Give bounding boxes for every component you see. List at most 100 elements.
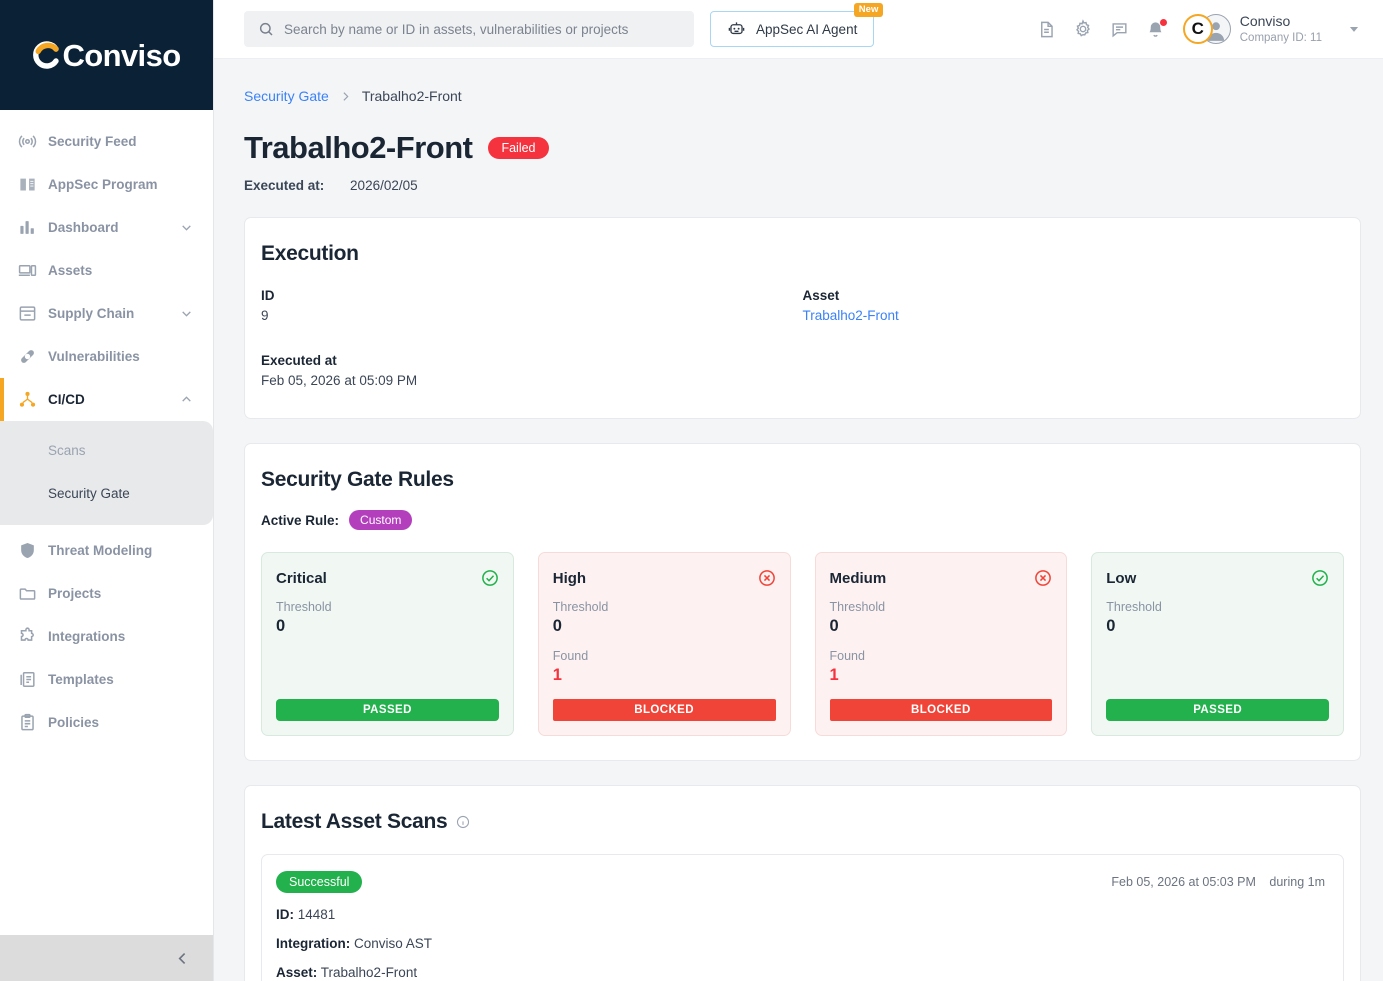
scan-integration-row: Integration: Conviso AST [276,936,1111,951]
page-executed-at: Executed at: 2026/02/05 [244,178,1361,193]
bell-icon[interactable] [1146,18,1167,39]
severity-status-button[interactable]: PASSED [276,699,499,721]
sidebar-item-projects[interactable]: Projects [0,572,213,615]
account-name: Conviso [1239,13,1291,30]
chevron-right-icon [339,90,352,103]
breadcrumb: Security Gate Trabalho2-Front [244,59,1361,104]
security-gate-rules-card: Security Gate Rules Active Rule: Custom … [244,443,1361,761]
severity-status-button[interactable]: BLOCKED [552,699,776,721]
main-area: AppSec AI Agent New [214,0,1383,981]
pipeline-icon [18,390,48,409]
sidebar-item-scans[interactable]: Scans [0,429,213,472]
threshold-value: 0 [829,617,839,635]
severity-status-button[interactable]: PASSED [1106,699,1329,721]
scan-asset-row: Asset: Trabalho2-Front [276,965,1111,980]
threshold-value: 0 [1106,617,1116,635]
severity-cards: Critical Threshold 0 PASSED [261,552,1344,760]
book-icon [18,175,48,194]
sidebar-item-threat-modeling[interactable]: Threat Modeling [0,529,213,572]
folder-icon [18,584,48,603]
severity-name: Medium [829,569,887,587]
sidebar-item-label: AppSec Program [48,177,158,192]
sidebar-item-policies[interactable]: Policies [0,701,213,744]
breadcrumb-current: Trabalho2-Front [361,88,462,104]
rules-section-title: Security Gate Rules [261,468,454,491]
scan-status-badge: Successful [276,871,363,893]
chevron-down-icon[interactable] [180,307,193,320]
found-label: Found [829,649,865,663]
account-menu[interactable]: C Conviso Company ID: 11 [1182,13,1322,45]
execution-asset-link[interactable]: Trabalho2-Front [802,308,899,323]
threshold-value: 0 [552,617,562,635]
search-input[interactable] [284,21,680,37]
gear-icon[interactable] [1073,19,1093,39]
sidebar-item-cicd[interactable]: CI/CD [0,378,213,421]
document-icon[interactable] [1037,20,1056,39]
sidebar-item-templates[interactable]: Templates [0,658,213,701]
clipboard-icon [18,713,48,732]
robot-icon [727,20,746,39]
notification-dot [1159,18,1167,26]
found-value: 1 [829,666,839,684]
scan-id-row: ID: 14481 [276,907,1111,922]
threshold-label: Threshold [552,600,609,614]
sidebar: Conviso Security Feed AppSec Program [0,0,214,981]
scan-asset-label: Asset: [276,965,318,980]
appsec-ai-agent-button[interactable]: AppSec AI Agent New [710,3,884,47]
scan-duration: during 1m [1269,875,1325,889]
scan-id-value: 14481 [297,907,336,922]
page-title: Trabalho2-Front [244,130,473,165]
severity-status-button[interactable]: BLOCKED [829,699,1053,721]
scan-asset-value: Trabalho2-Front [320,965,418,980]
info-icon[interactable] [456,815,470,829]
breadcrumb-parent-link[interactable]: Security Gate [244,88,329,104]
sidebar-item-integrations[interactable]: Integrations [0,615,213,658]
scan-timestamp: Feb 05, 2026 at 05:03 PM during 1m [1111,871,1325,981]
execution-executed-at-value: Feb 05, 2026 at 05:09 PM [261,373,418,388]
sidebar-item-vulnerabilities[interactable]: Vulnerabilities [0,335,213,378]
active-rule-label: Active Rule: [261,512,340,528]
avatar: C [1182,14,1231,44]
execution-id-field: ID 9 [261,288,803,323]
search-box[interactable] [244,11,694,47]
execution-section-title: Execution [261,242,359,265]
sidebar-item-supply-chain[interactable]: Supply Chain [0,292,213,335]
sidebar-item-dashboard[interactable]: Dashboard [0,206,213,249]
appsec-ai-agent-label: AppSec AI Agent [756,21,858,37]
sidebar-item-label: Security Feed [48,134,137,149]
threshold-label: Threshold [829,600,886,614]
sidebar-item-security-feed[interactable]: Security Feed [0,120,213,163]
x-circle-icon [1034,569,1052,587]
sidebar-collapse-button[interactable] [0,935,213,981]
scans-section-title: Latest Asset Scans [261,810,448,833]
sidebar-item-label: Integrations [48,629,126,644]
page-content: Security Gate Trabalho2-Front Trabalho2-… [214,59,1383,981]
sidebar-item-label: Threat Modeling [48,543,153,558]
broadcast-icon [18,132,48,151]
found-value: 1 [552,666,562,684]
sidebar-item-label: Projects [48,586,102,601]
active-rule-row: Active Rule: Custom [261,510,1344,530]
sidebar-item-label: Assets [48,263,93,278]
check-circle-icon [1311,569,1329,587]
found-label: Found [552,649,589,663]
bar-chart-icon [18,218,48,237]
brand-logo[interactable]: Conviso [0,0,213,110]
check-circle-icon [481,569,499,587]
page-executed-at-label: Executed at: [244,178,325,193]
chevron-up-icon[interactable] [180,393,193,406]
sidebar-item-security-gate[interactable]: Security Gate [0,472,213,515]
chat-icon[interactable] [1110,20,1129,39]
scan-list-item[interactable]: Successful ID: 14481 Integration: Convis… [261,854,1344,981]
sidebar-item-appsec-program[interactable]: AppSec Program [0,163,213,206]
sidebar-item-assets[interactable]: Assets [0,249,213,292]
scan-id-label: ID: [276,907,294,922]
severity-name: Critical [276,569,327,587]
chevron-down-icon[interactable] [180,221,193,234]
threshold-label: Threshold [276,600,332,614]
account-chevron-down-icon[interactable] [1347,22,1361,36]
account-company-id: Company ID: 11 [1239,31,1322,44]
execution-executed-at-label: Executed at [261,353,337,368]
severity-card-low: Low Threshold 0 PASSED [1091,552,1344,736]
sidebar-item-label: Dashboard [48,220,119,235]
